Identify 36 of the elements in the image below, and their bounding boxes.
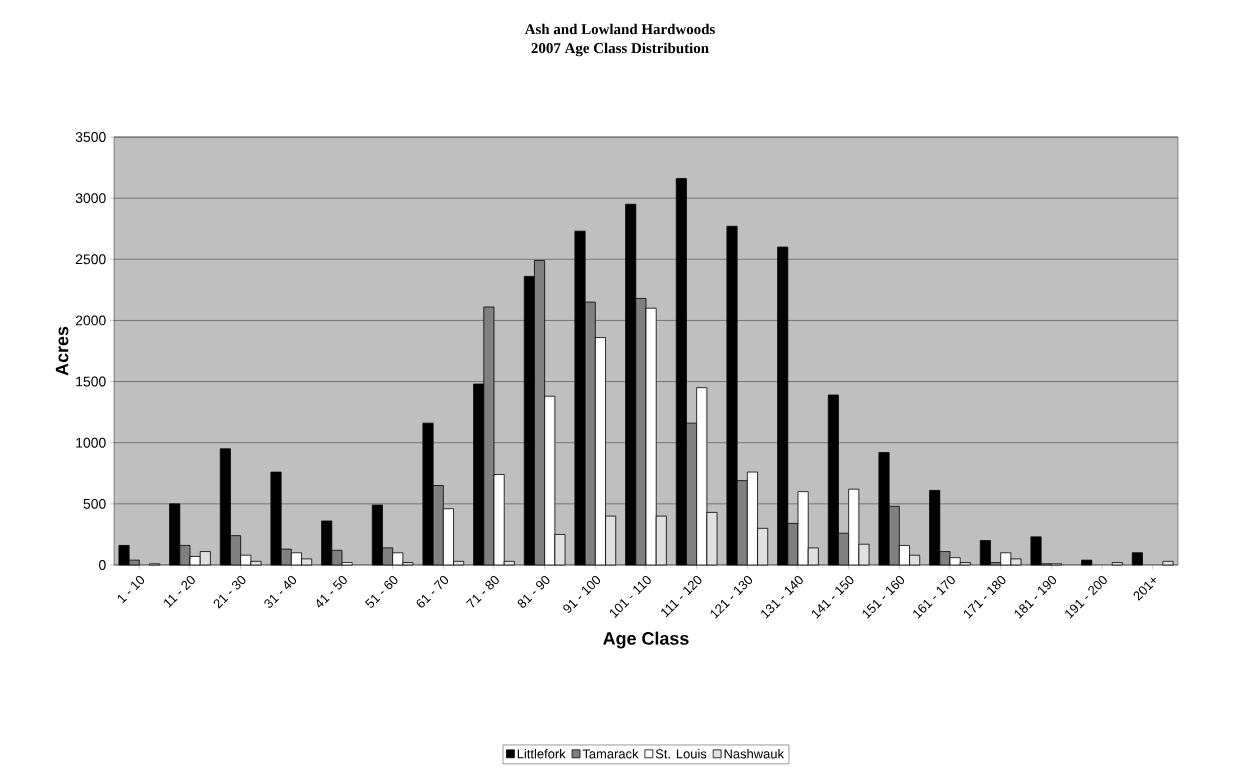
x-tick-label: 51 - 60 (365, 575, 398, 608)
y-tick-label: 2000 (75, 315, 106, 326)
x-tick-label: 1 - 10 (117, 575, 145, 604)
legend-label: St. Louis (655, 748, 707, 759)
y-tick-label: 3000 (75, 193, 106, 204)
y-tick-label: 2500 (75, 254, 106, 265)
chart-title: Ash and Lowland Hardwoods (524, 23, 715, 35)
x-tick-label: 141 - 150 (811, 575, 854, 619)
x-tick-label: 151 - 160 (862, 575, 905, 619)
x-tick-label: 11 - 20 (164, 575, 195, 608)
x-tick-label: 131 - 140 (761, 575, 803, 619)
legend-label: Littlefork (517, 748, 566, 759)
x-tick-label: 161 - 170 (913, 575, 955, 619)
x-tick-label: 81 - 90 (517, 575, 550, 608)
y-tick-label: 0 (99, 560, 106, 570)
y-axis-title: Acres (55, 326, 69, 376)
y-tick-label: 3500 (75, 132, 106, 142)
x-tick-label: 121 - 130 (710, 575, 753, 619)
x-tick-label: 101 - 110 (609, 575, 651, 618)
x-tick-label: 61 - 70 (416, 575, 449, 608)
y-tick-label: 500 (83, 498, 106, 509)
legend-label: Tamarack (582, 748, 639, 759)
x-tick-label: 191 - 200 (1065, 575, 1107, 619)
chart-subtitle: 2007 Age Class Distribution (531, 42, 709, 57)
legend-label: Nashwauk (724, 748, 785, 759)
x-tick-label: 31 - 40 (264, 575, 297, 608)
y-tick-label: 1000 (76, 437, 106, 448)
x-tick-label: 41 - 50 (316, 575, 347, 608)
y-tick-label: 1500 (76, 376, 106, 387)
x-axis-title: Age Class (603, 631, 689, 649)
x-tick-label: 181 - 190 (1014, 575, 1057, 619)
x-tick-label: 111 - 120 (661, 575, 702, 618)
x-tick-label: 171 - 180 (963, 575, 1006, 619)
x-tick-label: 21 - 30 (213, 575, 246, 609)
x-tick-label: 91 - 100 (563, 575, 601, 613)
x-tick-label: 71 - 80 (466, 575, 499, 608)
